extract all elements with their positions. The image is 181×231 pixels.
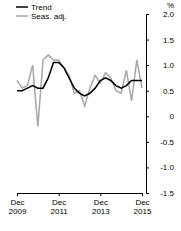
y-tick: 0.5 [146, 87, 175, 96]
y-axis-line [147, 15, 150, 194]
y-tick-label: -1.5 [160, 189, 174, 198]
x-axis-line [18, 194, 143, 197]
x-tick: Dec2009 [9, 193, 27, 216]
y-tick-mark [146, 116, 149, 117]
y-axis-unit: % [167, 1, 174, 10]
plot-area [17, 55, 142, 127]
x-tick-label: Dec2011 [51, 198, 69, 217]
y-tick-mark [146, 14, 149, 15]
y-tick-mark [146, 167, 149, 168]
legend: TrendSeas. adj. [16, 3, 67, 21]
y-tick: -1.0 [146, 163, 175, 172]
legend-label: Trend [31, 3, 52, 12]
y-tick: 1.0 [146, 61, 175, 70]
x-tick-mark [100, 193, 101, 196]
x-tick-mark [142, 193, 143, 196]
y-tick: 1.5 [146, 36, 175, 45]
y-tick-mark [146, 142, 149, 143]
y-tick-label: 0 [170, 112, 175, 121]
y-axis: -1.5 -1.0 -0.5 0 0.5 1.0 1.5 2.0 [146, 10, 175, 198]
y-tick-mark [146, 65, 149, 66]
x-tick-label: Dec2009 [9, 198, 27, 217]
x-axis: Dec2009 Dec2011 Dec2013 Dec2015 [9, 193, 152, 216]
y-tick-label: 0.5 [163, 87, 175, 96]
x-tick-mark [59, 193, 60, 196]
y-tick-label: -0.5 [160, 138, 174, 147]
legend-swatch [16, 6, 28, 8]
y-tick: 2.0 [146, 10, 175, 19]
x-tick: Dec2013 [92, 193, 110, 216]
legend-label: Seas. adj. [31, 12, 67, 21]
legend-swatch [16, 15, 28, 17]
y-tick-mark [146, 193, 149, 194]
y-tick: -1.5 [146, 189, 175, 198]
y-tick-label: 1.5 [163, 36, 175, 45]
series-line [17, 55, 142, 127]
y-tick-label: 2.0 [163, 10, 175, 19]
x-tick-mark [17, 193, 18, 196]
chart: -1.5 -1.0 -0.5 0 0.5 1.0 1.5 2.0% Dec2009 Dec2011… [0, 0, 181, 231]
series-line [17, 63, 142, 96]
y-tick-label: 1.0 [163, 61, 175, 70]
y-tick: 0 [146, 112, 175, 121]
y-tick-label: -1.0 [160, 163, 174, 172]
x-tick-label: Dec2015 [134, 198, 152, 217]
y-tick-mark [146, 40, 149, 41]
y-tick-mark [146, 91, 149, 92]
y-tick: -0.5 [146, 138, 175, 147]
x-tick: Dec2011 [51, 193, 69, 216]
x-tick-label: Dec2013 [92, 198, 110, 217]
x-tick: Dec2015 [134, 193, 152, 216]
